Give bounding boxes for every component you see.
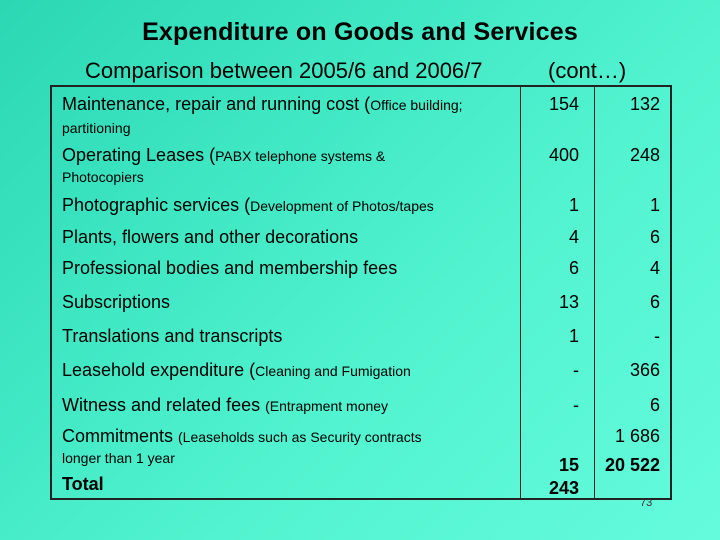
row-label-translations: Translations and transcripts — [62, 326, 283, 346]
value-2006-professional-bodies: 4 — [649, 258, 660, 278]
value-2005-total-line2: 243 — [548, 478, 579, 498]
row-label-operating-leases: Operating Leases (PABX telephone systems… — [62, 145, 386, 165]
row-label-leasehold: Leasehold expenditure (Cleaning and Fumi… — [62, 360, 411, 380]
value-2005-operating-leases: 400 — [548, 145, 579, 165]
value-2006-witness-fees: 6 — [649, 395, 660, 415]
value-2005-witness-fees: - — [573, 395, 579, 415]
value-2006-commitments: 1 686 — [614, 426, 660, 446]
column-divider-left — [520, 85, 521, 500]
row-label-subscriptions: Subscriptions — [62, 292, 171, 312]
value-2006-operating-leases: 248 — [629, 145, 660, 165]
row-label-commitments: Commitments (Leaseholds such as Security… — [62, 426, 422, 446]
value-2005-photographic: 1 — [568, 195, 579, 215]
row-label-maintenance: Maintenance, repair and running cost (Of… — [62, 94, 463, 114]
slide-subtitle: Comparison between 2005/6 and 2006/7 — [85, 58, 483, 83]
expenditure-table — [50, 85, 672, 500]
value-2005-professional-bodies: 6 — [568, 258, 579, 278]
row-label-professional-bodies: Professional bodies and membership fees — [62, 258, 398, 278]
row-label-plants: Plants, flowers and other decorations — [62, 227, 359, 247]
slide-title: Expenditure on Goods and Services — [142, 18, 578, 46]
value-2005-translations: 1 — [568, 326, 579, 346]
value-2006-photographic: 1 — [649, 195, 660, 215]
row-label-maintenance-line2: partitioning — [62, 120, 131, 136]
value-2006-maintenance: 132 — [629, 94, 660, 114]
page-number: 73 — [640, 497, 653, 509]
value-2006-total: 20 522 — [604, 455, 660, 475]
value-2005-subscriptions: 13 — [558, 292, 579, 312]
row-label-photographic: Photographic services (Development of Ph… — [62, 195, 434, 215]
slide-subtitle-cont: (cont…) — [548, 58, 627, 83]
row-label-commitments-line2: longer than 1 year — [62, 450, 175, 466]
value-2005-total-line1: 15 — [558, 455, 579, 475]
row-label-witness-fees: Witness and related fees (Entrapment mon… — [62, 395, 389, 415]
value-2006-plants: 6 — [649, 227, 660, 247]
row-label-total: Total — [62, 474, 104, 494]
row-label-operating-leases-line2: Photocopiers — [62, 169, 144, 185]
value-2006-subscriptions: 6 — [649, 292, 660, 312]
value-2005-plants: 4 — [568, 227, 579, 247]
value-2006-leasehold: 366 — [629, 360, 660, 380]
value-2005-maintenance: 154 — [548, 94, 579, 114]
column-divider-right — [594, 85, 595, 500]
value-2006-translations: - — [654, 326, 660, 346]
value-2005-leasehold: - — [573, 360, 579, 380]
